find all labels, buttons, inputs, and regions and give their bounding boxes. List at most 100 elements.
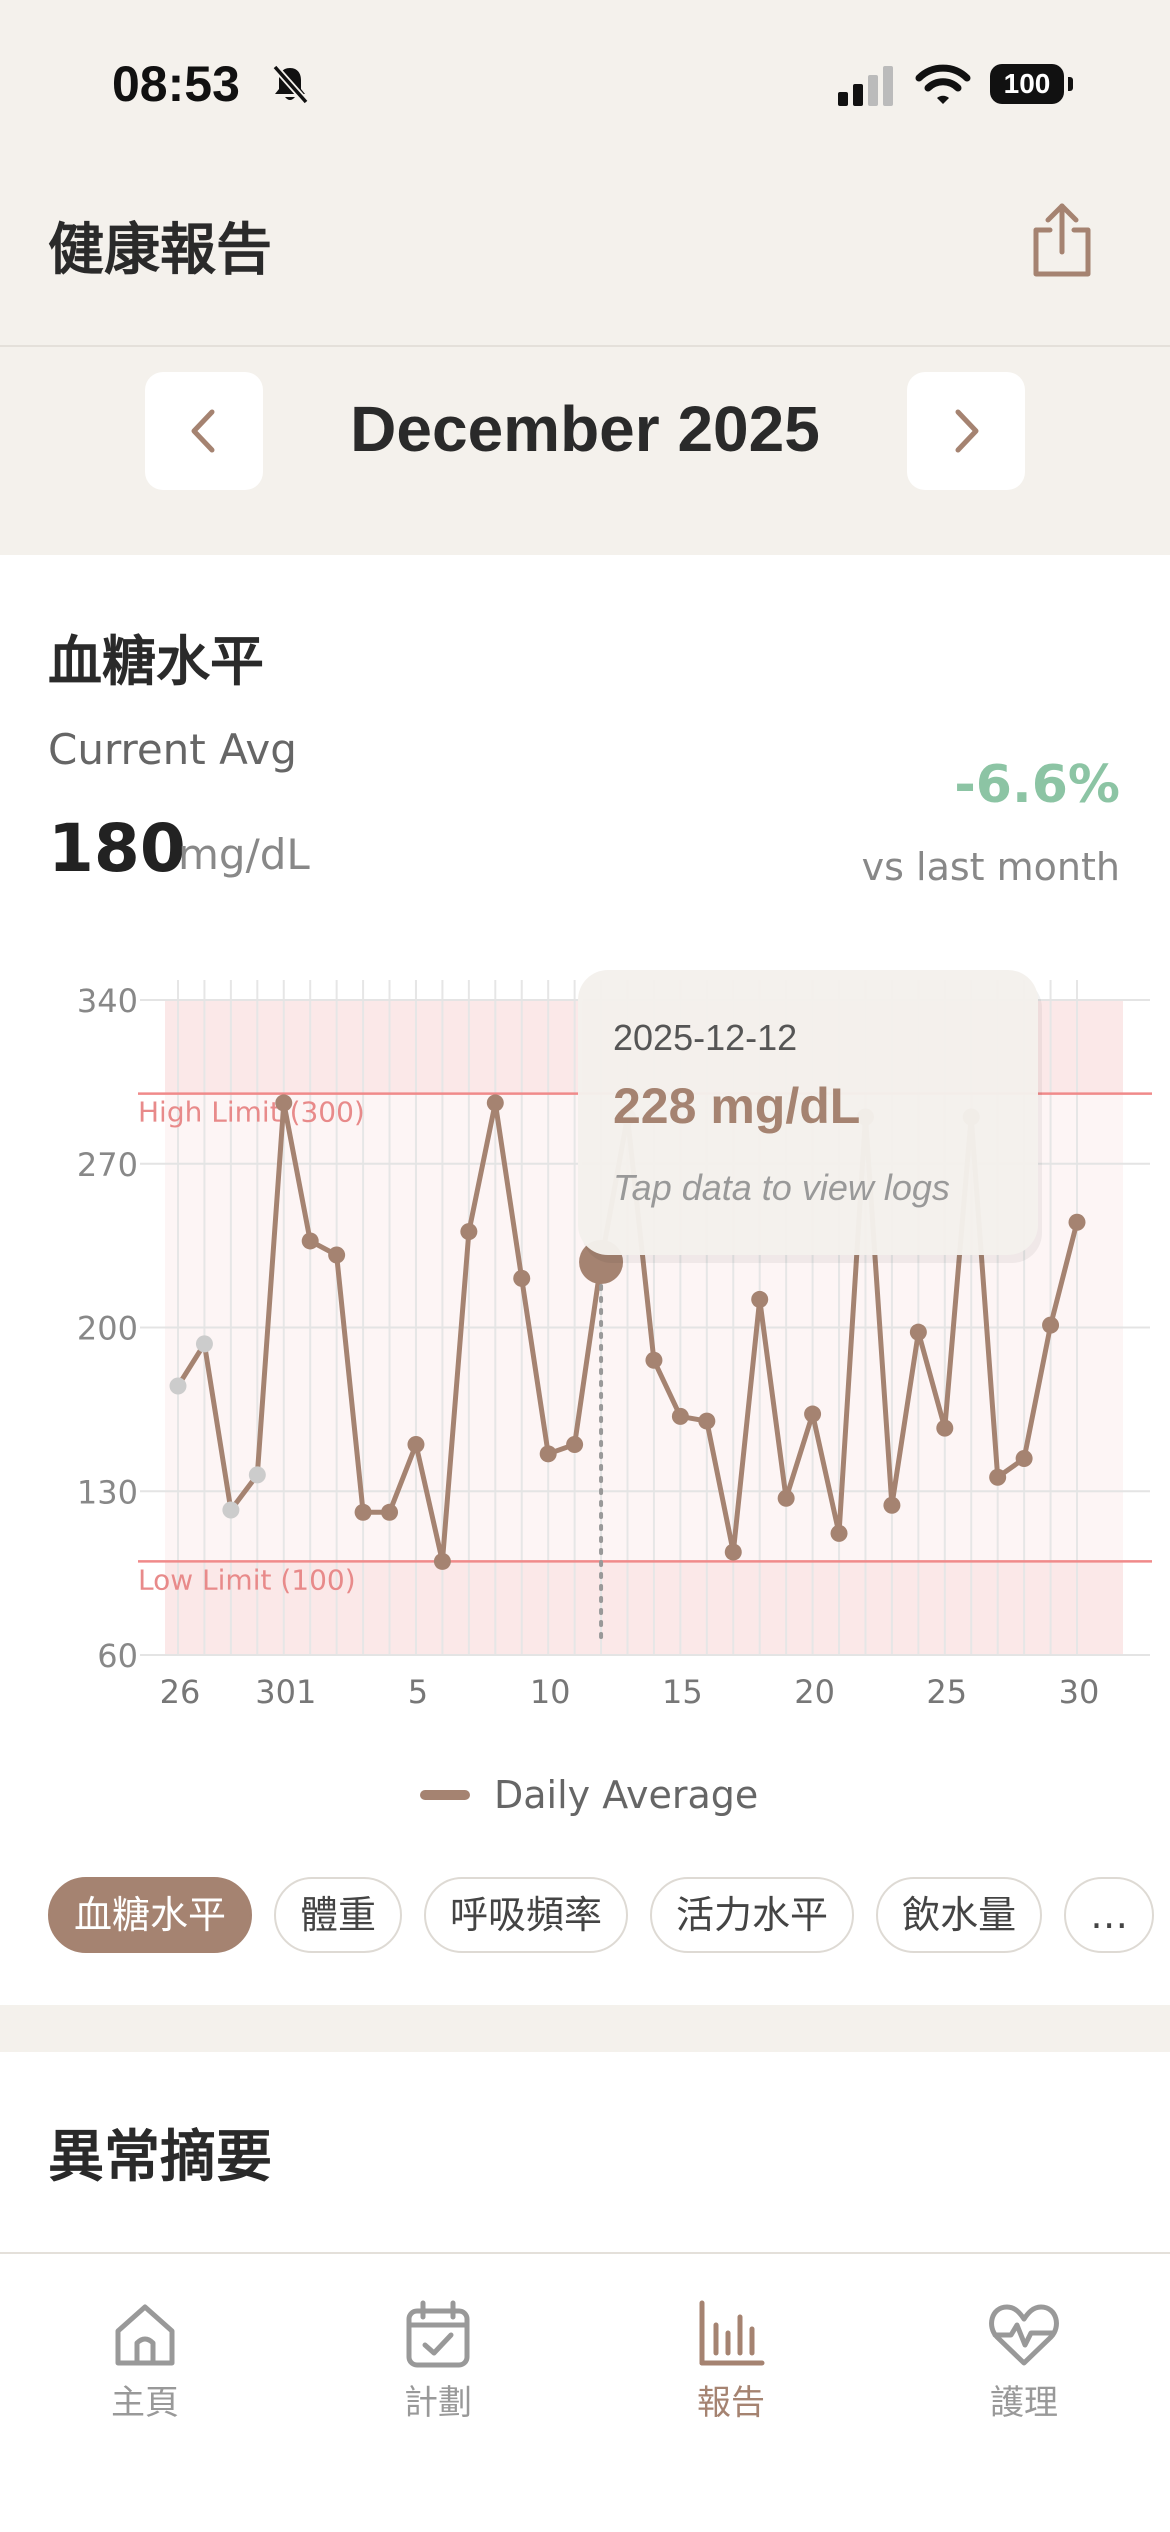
cellular-signal-icon xyxy=(838,66,893,106)
metric-chip[interactable]: 活力水平 xyxy=(650,1877,855,1953)
data-point[interactable] xyxy=(407,1435,425,1453)
battery-indicator: 100 xyxy=(990,64,1073,104)
wifi-icon xyxy=(915,64,971,104)
chevron-right-icon xyxy=(955,409,979,453)
chevron-left-icon xyxy=(191,409,215,453)
tab-bar: 主頁 計劃 報告 xyxy=(0,2252,1170,2532)
current-avg-unit: mg/dL xyxy=(178,830,310,879)
data-point[interactable] xyxy=(354,1503,372,1521)
legend-label: Daily Average xyxy=(494,1773,759,1817)
x-tick-label: 30 xyxy=(1059,1673,1100,1711)
heart-pulse-icon xyxy=(989,2304,1059,2366)
data-point[interactable] xyxy=(830,1524,848,1542)
section-title: 異常摘要 xyxy=(48,2125,272,2190)
month-navigator: December 2025 xyxy=(0,347,1170,553)
data-point[interactable] xyxy=(301,1232,319,1250)
data-point[interactable] xyxy=(645,1351,663,1369)
tooltip-date: 2025-12-12 xyxy=(613,1017,797,1058)
data-point[interactable] xyxy=(248,1466,266,1484)
battery-level: 100 xyxy=(990,64,1064,104)
data-point[interactable] xyxy=(1015,1450,1033,1467)
data-point[interactable] xyxy=(381,1503,399,1521)
data-point[interactable] xyxy=(169,1377,187,1395)
chart-legend: Daily Average xyxy=(420,1773,758,1817)
data-point[interactable] xyxy=(328,1246,346,1264)
tab-plan[interactable]: 計劃 xyxy=(338,2299,538,2424)
tab-care[interactable]: 護理 xyxy=(924,2299,1124,2424)
page-title: 健康報告 xyxy=(48,218,272,283)
data-point[interactable] xyxy=(275,1094,293,1112)
data-point[interactable] xyxy=(671,1407,689,1425)
data-point[interactable] xyxy=(936,1419,954,1437)
current-avg-value: 180 xyxy=(48,810,186,887)
y-tick-label: 270 xyxy=(77,1146,138,1184)
x-tick-label: 26 xyxy=(160,1673,201,1711)
data-point[interactable] xyxy=(698,1412,716,1430)
glucose-line-chart[interactable]: 340 270 200 130 60 High Limit (300) Low Limit … xyxy=(0,955,1170,1735)
data-point[interactable] xyxy=(486,1094,504,1112)
metric-chip[interactable]: 血糖水平 xyxy=(48,1877,253,1953)
tab-label: 計劃 xyxy=(404,2383,472,2423)
data-point[interactable] xyxy=(883,1496,901,1514)
data-point[interactable] xyxy=(777,1489,795,1507)
data-point[interactable] xyxy=(222,1501,240,1519)
data-point[interactable] xyxy=(989,1468,1007,1486)
tab-label: 報告 xyxy=(697,2383,765,2423)
tab-report[interactable]: 報告 xyxy=(631,2299,831,2424)
y-tick-label: 60 xyxy=(97,1637,138,1675)
change-label: vs last month xyxy=(861,845,1120,889)
x-tick-label: 10 xyxy=(530,1673,571,1711)
tooltip-value: 228 mg/dL xyxy=(613,1078,860,1134)
data-point[interactable] xyxy=(566,1435,584,1453)
x-tick-label: 301 xyxy=(255,1673,316,1711)
status-time: 08:53 xyxy=(112,56,240,112)
tooltip-hint: Tap data to view logs xyxy=(613,1167,950,1208)
data-point[interactable] xyxy=(724,1543,742,1561)
tab-label: 護理 xyxy=(990,2383,1058,2423)
metric-chip[interactable]: 體重 xyxy=(274,1877,403,1953)
tab-home[interactable]: 主頁 xyxy=(45,2299,245,2424)
legend-swatch xyxy=(420,1790,470,1800)
calendar-icon xyxy=(406,2300,470,2368)
y-tick-label: 130 xyxy=(77,1473,138,1511)
metric-card: 血糖水平 Current Avg 180 mg/dL -6.6% vs last… xyxy=(0,555,1170,2005)
metric-chip[interactable]: … xyxy=(1064,1877,1155,1953)
next-month-button[interactable] xyxy=(907,372,1025,490)
current-avg-label: Current Avg xyxy=(48,725,297,774)
x-tick-label: 5 xyxy=(408,1673,428,1711)
data-point[interactable] xyxy=(909,1323,927,1341)
home-icon xyxy=(115,2304,175,2366)
x-tick-label: 15 xyxy=(662,1673,703,1711)
metric-chip[interactable]: 飲水量 xyxy=(876,1877,1043,1953)
anomaly-summary-section: 異常摘要 xyxy=(0,2052,1170,2252)
y-tick-label: 200 xyxy=(77,1310,138,1348)
data-point[interactable] xyxy=(539,1445,557,1463)
change-percent: -6.6% xyxy=(954,755,1120,815)
tab-label: 主頁 xyxy=(111,2383,179,2423)
data-point[interactable] xyxy=(195,1335,213,1353)
metric-chip[interactable]: 呼吸頻率 xyxy=(424,1877,629,1953)
status-bar: 08:53 100 xyxy=(0,0,1170,170)
data-point[interactable] xyxy=(513,1269,531,1287)
header: 健康報告 xyxy=(0,170,1170,347)
metric-title: 血糖水平 xyxy=(48,630,264,693)
data-point[interactable] xyxy=(1042,1316,1060,1334)
data-point[interactable] xyxy=(751,1290,769,1308)
x-tick-label: 25 xyxy=(926,1673,967,1711)
high-limit-line-label: High Limit (300) xyxy=(138,1096,365,1129)
share-icon xyxy=(1033,203,1091,277)
metric-chips: 血糖水平 體重 呼吸頻率 活力水平 飲水量 … xyxy=(48,1877,1170,1957)
data-point[interactable] xyxy=(1068,1213,1086,1231)
bar-chart-icon xyxy=(699,2300,765,2366)
share-button[interactable] xyxy=(1026,200,1098,280)
previous-month-button[interactable] xyxy=(145,372,263,490)
month-label: December 2025 xyxy=(350,393,820,465)
bell-slash-icon xyxy=(272,64,309,105)
data-point[interactable] xyxy=(460,1223,478,1241)
y-tick-label: 340 xyxy=(77,982,138,1020)
x-tick-label: 20 xyxy=(794,1673,835,1711)
data-point[interactable] xyxy=(804,1405,822,1423)
data-point[interactable] xyxy=(433,1552,451,1570)
tooltip xyxy=(578,970,1038,1255)
